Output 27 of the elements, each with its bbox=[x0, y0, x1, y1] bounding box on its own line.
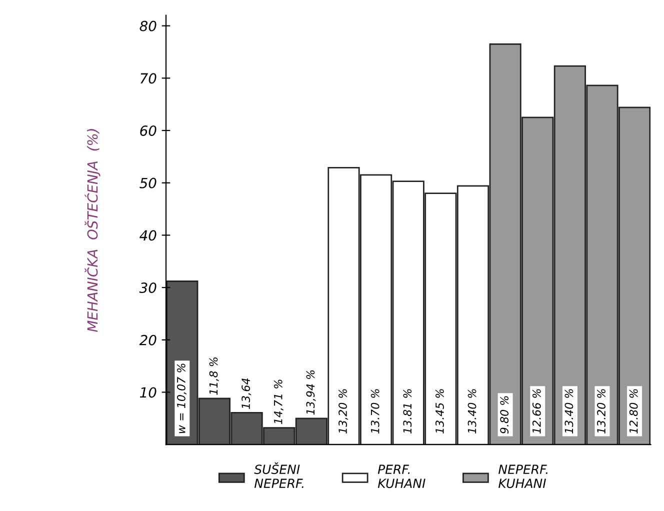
annotation: 13.40 % bbox=[468, 389, 476, 434]
annotation: 13,94 % bbox=[306, 370, 316, 415]
annotation: 13,64 bbox=[242, 378, 252, 409]
annotation: 9.80 % bbox=[500, 396, 509, 434]
annotation: 14,71 % bbox=[274, 380, 284, 424]
annotation: 13.40 % bbox=[564, 389, 574, 434]
y-tick-label: 70 bbox=[140, 73, 156, 84]
y-tick-label: 30 bbox=[139, 282, 156, 294]
y-tick-label: 20 bbox=[139, 334, 156, 346]
y-tick-label: 40 bbox=[140, 230, 156, 241]
legend-label: SUŠENI NEPERF. bbox=[254, 462, 304, 488]
annotation: 13.45 % bbox=[435, 389, 444, 434]
legend-label: NEPERF. KUHANI bbox=[498, 464, 548, 488]
annotation: 13.70 % bbox=[370, 389, 380, 434]
annotation: 13.20 % bbox=[597, 389, 606, 434]
y-axis-title: MEHANIČKA OŠTEĆENJA (%) bbox=[84, 129, 100, 332]
annotation: 13.81 % bbox=[403, 389, 412, 434]
y-tick-label: 10 bbox=[140, 387, 156, 398]
annotation: 13,20 % bbox=[338, 389, 348, 434]
y-tick-label: 50 bbox=[140, 178, 156, 188]
annotation: 11,8 % bbox=[209, 358, 219, 395]
y-tick-label: 80 bbox=[140, 20, 156, 32]
annotation: 12.80 % bbox=[629, 389, 638, 434]
annotation: 12.66 % bbox=[532, 389, 541, 434]
annotation: w = 10,07 % bbox=[176, 364, 187, 434]
legend-label: PERF. KUHANI bbox=[378, 464, 426, 488]
y-tick-label: 60 bbox=[140, 125, 156, 136]
